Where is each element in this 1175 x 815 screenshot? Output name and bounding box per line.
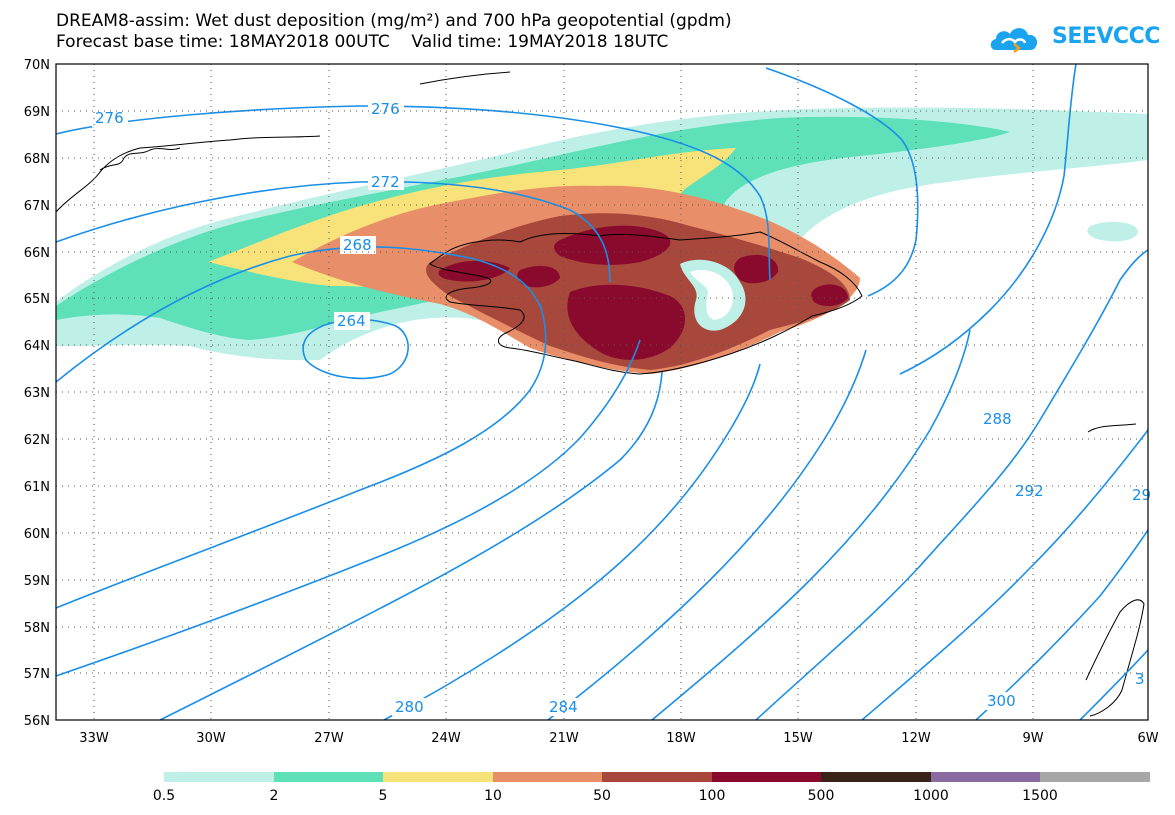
- lat-label: 62N: [24, 433, 50, 448]
- greenland-coastline-detail: [99, 147, 181, 171]
- colorbar-label: 100: [699, 788, 726, 804]
- contour-272: [55, 180, 611, 283]
- contour-300: [1079, 649, 1149, 721]
- lon-label: 15W: [783, 731, 813, 746]
- lon-label: 27W: [314, 731, 344, 746]
- contour-280: [55, 303, 547, 609]
- dust-level-100: [734, 254, 779, 284]
- contour-label: 29: [1132, 486, 1151, 504]
- contour-label: 268: [343, 236, 372, 254]
- dust-interior-low-core: [690, 270, 734, 320]
- dust-level-100: [567, 284, 685, 360]
- lat-label: 64N: [24, 339, 50, 354]
- contour-label: 276: [95, 109, 124, 127]
- contour-292: [861, 429, 1149, 721]
- colorbar-swatch: [712, 772, 821, 782]
- colorbar-swatch: [274, 772, 383, 782]
- dust-level-0.5-patch: [1087, 221, 1138, 242]
- lat-label: 61N: [24, 480, 50, 495]
- lat-label: 66N: [24, 246, 50, 261]
- lon-label: 12W: [901, 731, 931, 746]
- colorbar-swatch: [493, 772, 602, 782]
- coastlines: [55, 71, 1145, 717]
- colorbar-label: 0.5: [153, 788, 175, 804]
- contour-284: [547, 349, 867, 721]
- colorbar-swatch: [383, 772, 493, 782]
- lon-label: 33W: [79, 731, 109, 746]
- contour-labels: 276 276 272 268 264 280 284 288 292 29 3…: [92, 100, 1151, 716]
- contour-282: [55, 339, 641, 677]
- colorbar-swatch: [602, 772, 712, 782]
- lat-label: 63N: [24, 386, 50, 401]
- dust-level-100: [517, 265, 560, 288]
- lat-label: 67N: [24, 199, 50, 214]
- colorbar-label: 50: [593, 788, 611, 804]
- contour-label: 272: [371, 173, 400, 191]
- cloud-icon: [990, 28, 1038, 53]
- lat-label: 59N: [24, 574, 50, 589]
- colorbar-label: 10: [484, 788, 502, 804]
- gridlines: [56, 64, 1148, 720]
- scotland-coast: [1085, 599, 1145, 717]
- contour-296: [975, 529, 1149, 721]
- contour-286: [651, 329, 971, 721]
- lat-label: 56N: [24, 714, 50, 729]
- lat-label: 70N: [24, 58, 50, 73]
- colorbar-label: 2: [270, 788, 279, 804]
- colorbar-label: 1000: [913, 788, 949, 804]
- latitude-labels: 70N 69N 68N 67N 66N 65N 64N 63N 62N 61N …: [24, 58, 50, 729]
- iceland-coastline: [429, 231, 863, 375]
- dust-deposition-shading: [56, 107, 1148, 374]
- greenland-coastline-north: [419, 71, 511, 85]
- geopotential-contours: [55, 63, 1149, 721]
- lat-label: 57N: [24, 667, 50, 682]
- contour-276b: [765, 67, 919, 297]
- contour-280b: [159, 371, 663, 721]
- lon-label: 21W: [549, 731, 579, 746]
- lon-label: 9W: [1022, 731, 1043, 746]
- colorbar-swatch: [1040, 772, 1150, 782]
- longitude-labels: 33W 30W 27W 24W 21W 18W 15W 12W 9W 6W: [79, 731, 1158, 746]
- lon-label: 6W: [1137, 731, 1158, 746]
- contour-label: 276: [371, 100, 400, 118]
- colorbar-swatch: [821, 772, 931, 782]
- lat-label: 58N: [24, 621, 50, 636]
- lat-label: 65N: [24, 292, 50, 307]
- chart-title-line2: Forecast base time: 18MAY2018 00UTC Vali…: [56, 32, 669, 52]
- contour-288: [755, 249, 1149, 721]
- contour-label: 280: [395, 698, 424, 716]
- lon-label: 18W: [666, 731, 696, 746]
- contour-label: 264: [337, 312, 366, 330]
- colorbar-label: 5: [379, 788, 388, 804]
- lon-label: 30W: [196, 731, 226, 746]
- colorbar-label: 1500: [1022, 788, 1058, 804]
- faroes-shetland-coast: [1087, 423, 1137, 433]
- contour-label: 3: [1135, 670, 1145, 688]
- colorbar-label: 500: [808, 788, 835, 804]
- contour-288b: [899, 63, 1077, 375]
- contour-284-a: [383, 363, 761, 721]
- contour-276: [55, 105, 771, 281]
- lat-label: 60N: [24, 527, 50, 542]
- logo-text: SEEVCCC: [1052, 24, 1160, 49]
- colorbar: 0.5 2 5 10 50 100 500 1000 1500: [153, 772, 1150, 804]
- lat-label: 69N: [24, 105, 50, 120]
- lon-label: 24W: [431, 731, 461, 746]
- contour-label: 300: [987, 692, 1016, 710]
- contour-label: 284: [549, 698, 578, 716]
- contour-label: 292: [1015, 482, 1044, 500]
- dust-level-100: [811, 284, 848, 307]
- greenland-coastline: [55, 135, 321, 213]
- colorbar-swatch: [164, 772, 274, 782]
- map-frame: [55, 63, 1149, 721]
- dust-level-100: [438, 260, 510, 282]
- lat-label: 68N: [24, 152, 50, 167]
- colorbar-swatch: [931, 772, 1040, 782]
- chart-title-line1: DREAM8-assim: Wet dust deposition (mg/m²…: [56, 11, 732, 31]
- contour-label: 288: [983, 410, 1012, 428]
